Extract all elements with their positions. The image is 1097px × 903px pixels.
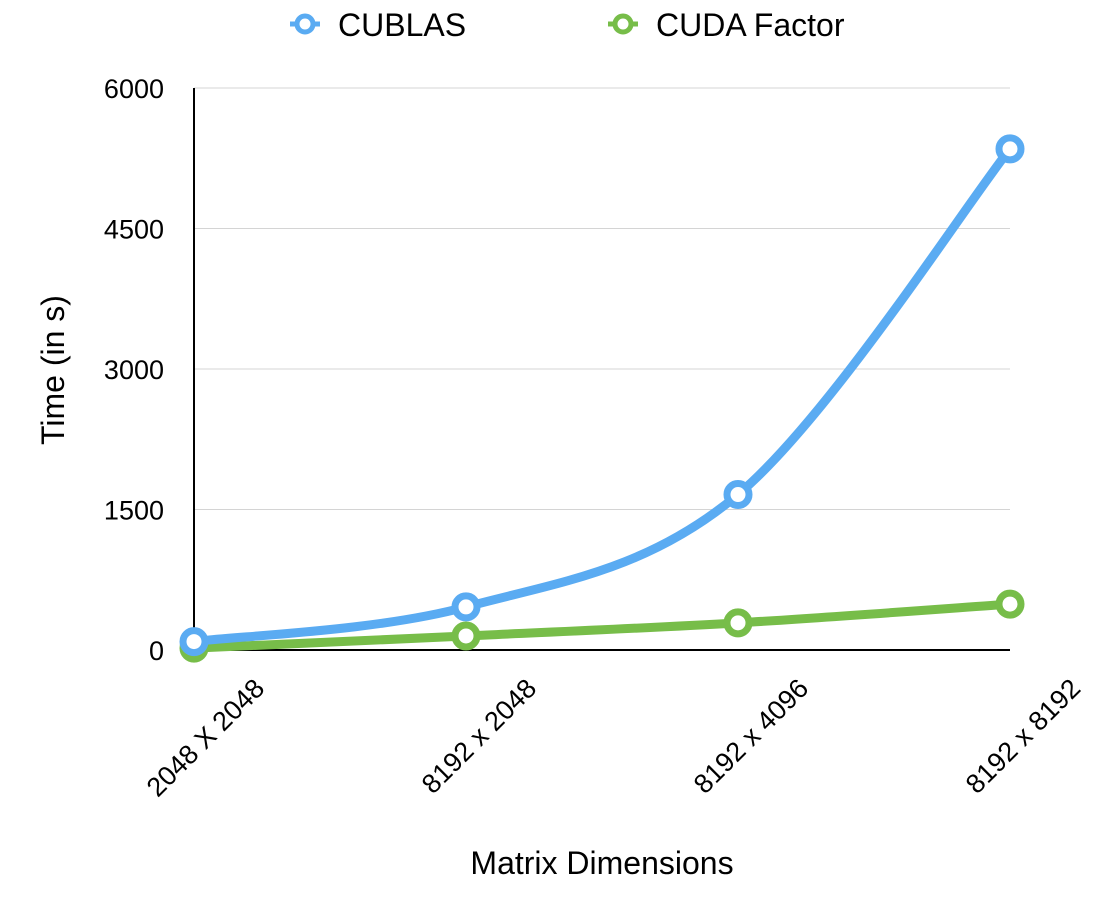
data-point — [179, 627, 209, 657]
data-point — [995, 134, 1025, 164]
y-tick-label: 6000 — [104, 74, 164, 104]
x-tick-label: 8192 x 8192 — [960, 673, 1086, 799]
y-tick-label: 0 — [149, 636, 164, 666]
legend-item: CUBLAS — [290, 7, 466, 43]
data-point — [723, 608, 753, 638]
x-tick-labels: 2048 X 2048 8192 x 2048 8192 x 4096 8192 x … — [141, 673, 1087, 803]
series-cublas — [179, 134, 1025, 657]
legend-label: CUBLAS — [338, 7, 466, 43]
data-point — [995, 589, 1025, 619]
series-line — [189, 599, 1015, 653]
series-layer — [179, 134, 1025, 663]
y-axis-title: Time (in s) — [35, 295, 71, 445]
legend-marker — [294, 13, 316, 35]
x-tick-label: 2048 X 2048 — [141, 673, 270, 803]
x-axis-title: Matrix Dimensions — [470, 845, 733, 881]
series-line — [189, 144, 1015, 647]
y-tick-label: 1500 — [104, 496, 164, 526]
series-cuda-factor — [179, 589, 1025, 663]
y-tick-labels: 0 1500 3000 4500 6000 — [104, 74, 164, 666]
data-point — [451, 621, 481, 651]
x-tick-label: 8192 x 4096 — [688, 673, 814, 799]
data-point — [723, 480, 753, 510]
legend-marker — [612, 13, 634, 35]
x-tick-label: 8192 x 2048 — [416, 673, 542, 799]
data-point — [451, 592, 481, 622]
y-tick-label: 3000 — [104, 355, 164, 385]
y-tick-label: 4500 — [104, 215, 164, 245]
legend: CUBLAS CUDA Factor — [290, 7, 845, 43]
legend-label: CUDA Factor — [656, 7, 845, 43]
legend-item: CUDA Factor — [608, 7, 845, 43]
gridlines — [194, 87, 1010, 510]
